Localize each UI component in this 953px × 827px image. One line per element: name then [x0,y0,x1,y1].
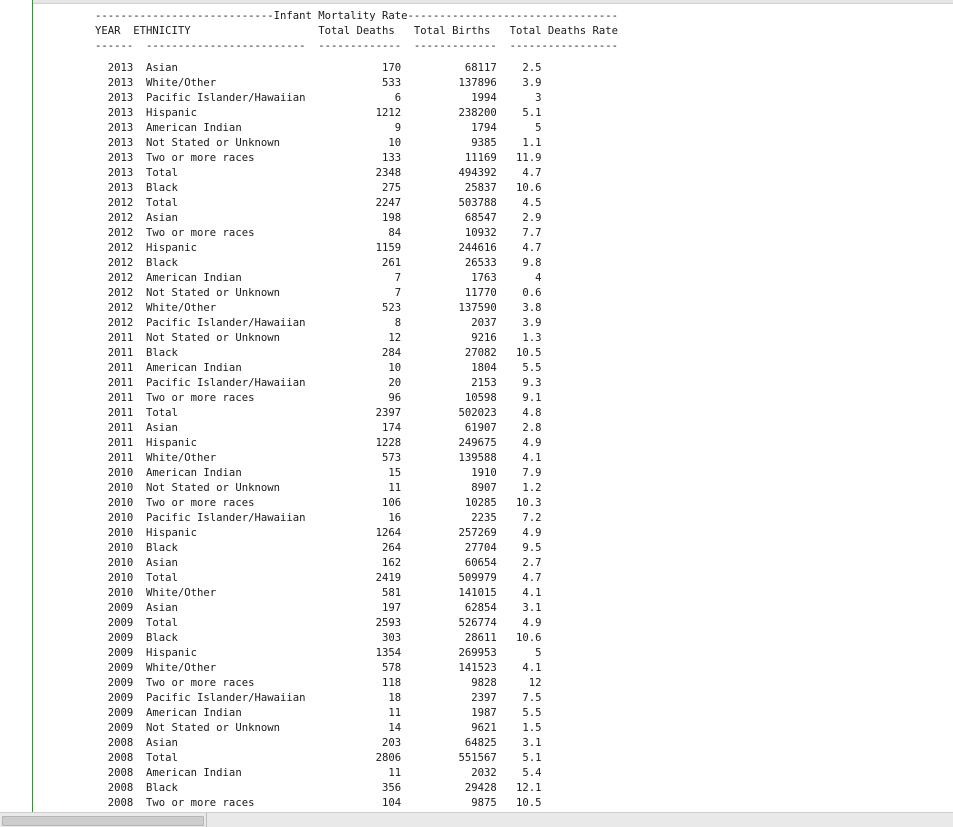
table-row: 2013 Total 2348 494392 4.7 [95,167,542,179]
table-row: 2013 Not Stated or Unknown 10 9385 1.1 [95,137,542,149]
report-spacer [95,54,618,61]
table-row: 2012 American Indian 7 1763 4 [95,272,542,284]
table-row: 2009 Hispanic 1354 269953 5 [95,647,542,659]
table-row: 2013 Asian 170 68117 2.5 [95,62,542,74]
left-gutter [0,0,32,812]
table-row: 2008 American Indian 11 2032 5.4 [95,767,542,779]
table-row: 2011 Not Stated or Unknown 12 9216 1.3 [95,332,542,344]
table-row: 2010 Asian 162 60654 2.7 [95,557,542,569]
scrollbar-divider [206,813,207,827]
table-row: 2012 Asian 198 68547 2.9 [95,212,542,224]
table-row: 2009 Pacific Islander/Hawaiian 18 2397 7… [95,692,542,704]
table-row: 2011 Asian 174 61907 2.8 [95,422,542,434]
horizontal-scrollbar-thumb[interactable] [2,816,204,826]
table-row: 2013 Two or more races 133 11169 11.9 [95,152,542,164]
gutter-rule [32,0,33,812]
top-edge [33,0,953,4]
table-row: 2008 Asian 203 64825 3.1 [95,737,542,749]
table-row: 2011 American Indian 10 1804 5.5 [95,362,542,374]
table-row: 2009 American Indian 11 1987 5.5 [95,707,542,719]
table-row: 2010 Two or more races 106 10285 10.3 [95,497,542,509]
table-row: 2013 Pacific Islander/Hawaiian 6 1994 3 [95,92,542,104]
table-row: 2009 Two or more races 118 9828 12 [95,677,542,689]
horizontal-scrollbar[interactable] [0,812,953,827]
table-row: 2010 Pacific Islander/Hawaiian 16 2235 7… [95,512,542,524]
table-row: 2012 Not Stated or Unknown 7 11770 0.6 [95,287,542,299]
table-row: 2011 Hispanic 1228 249675 4.9 [95,437,542,449]
table-row: 2009 Total 2593 526774 4.9 [95,617,542,629]
table-row: 2010 Not Stated or Unknown 11 8907 1.2 [95,482,542,494]
table-row: 2012 Total 2247 503788 4.5 [95,197,542,209]
table-row: 2013 American Indian 9 1794 5 [95,122,542,134]
table-row: 2008 Two or more races 104 9875 10.5 [95,797,542,809]
table-row: 2011 White/Other 573 139588 4.1 [95,452,542,464]
table-row: 2009 Asian 197 62854 3.1 [95,602,542,614]
report-title-line: ----------------------------Infant Morta… [95,10,618,22]
table-row: 2010 White/Other 581 141015 4.1 [95,587,542,599]
table-row: 2011 Black 284 27082 10.5 [95,347,542,359]
table-row: 2011 Pacific Islander/Hawaiian 20 2153 9… [95,377,542,389]
table-row: 2010 Hispanic 1264 257269 4.9 [95,527,542,539]
table-row: 2009 Black 303 28611 10.6 [95,632,542,644]
table-row: 2009 Not Stated or Unknown 14 9621 1.5 [95,722,542,734]
report-rows: 2013 Asian 170 68117 2.5 2013 White/Othe… [95,61,618,826]
table-row: 2012 Pacific Islander/Hawaiian 8 2037 3.… [95,317,542,329]
table-row: 2013 Black 275 25837 10.6 [95,182,542,194]
report-text: ----------------------------Infant Morta… [95,9,618,826]
table-row: 2010 American Indian 15 1910 7.9 [95,467,542,479]
report-separator-line: ------ ------------------------- -------… [95,40,618,52]
table-row: 2008 Black 356 29428 12.1 [95,782,542,794]
table-row: 2010 Black 264 27704 9.5 [95,542,542,554]
table-row: 2009 White/Other 578 141523 4.1 [95,662,542,674]
report-header-line: YEAR ETHNICITY Total Deaths Total Births… [95,25,618,37]
table-row: 2013 White/Other 533 137896 3.9 [95,77,542,89]
table-row: 2012 White/Other 523 137590 3.8 [95,302,542,314]
table-row: 2008 Total 2806 551567 5.1 [95,752,542,764]
table-row: 2010 Total 2419 509979 4.7 [95,572,542,584]
table-row: 2012 Black 261 26533 9.8 [95,257,542,269]
table-row: 2012 Hispanic 1159 244616 4.7 [95,242,542,254]
table-row: 2013 Hispanic 1212 238200 5.1 [95,107,542,119]
table-row: 2012 Two or more races 84 10932 7.7 [95,227,542,239]
document-viewport[interactable] [33,0,953,812]
table-row: 2011 Total 2397 502023 4.8 [95,407,542,419]
table-row: 2011 Two or more races 96 10598 9.1 [95,392,542,404]
